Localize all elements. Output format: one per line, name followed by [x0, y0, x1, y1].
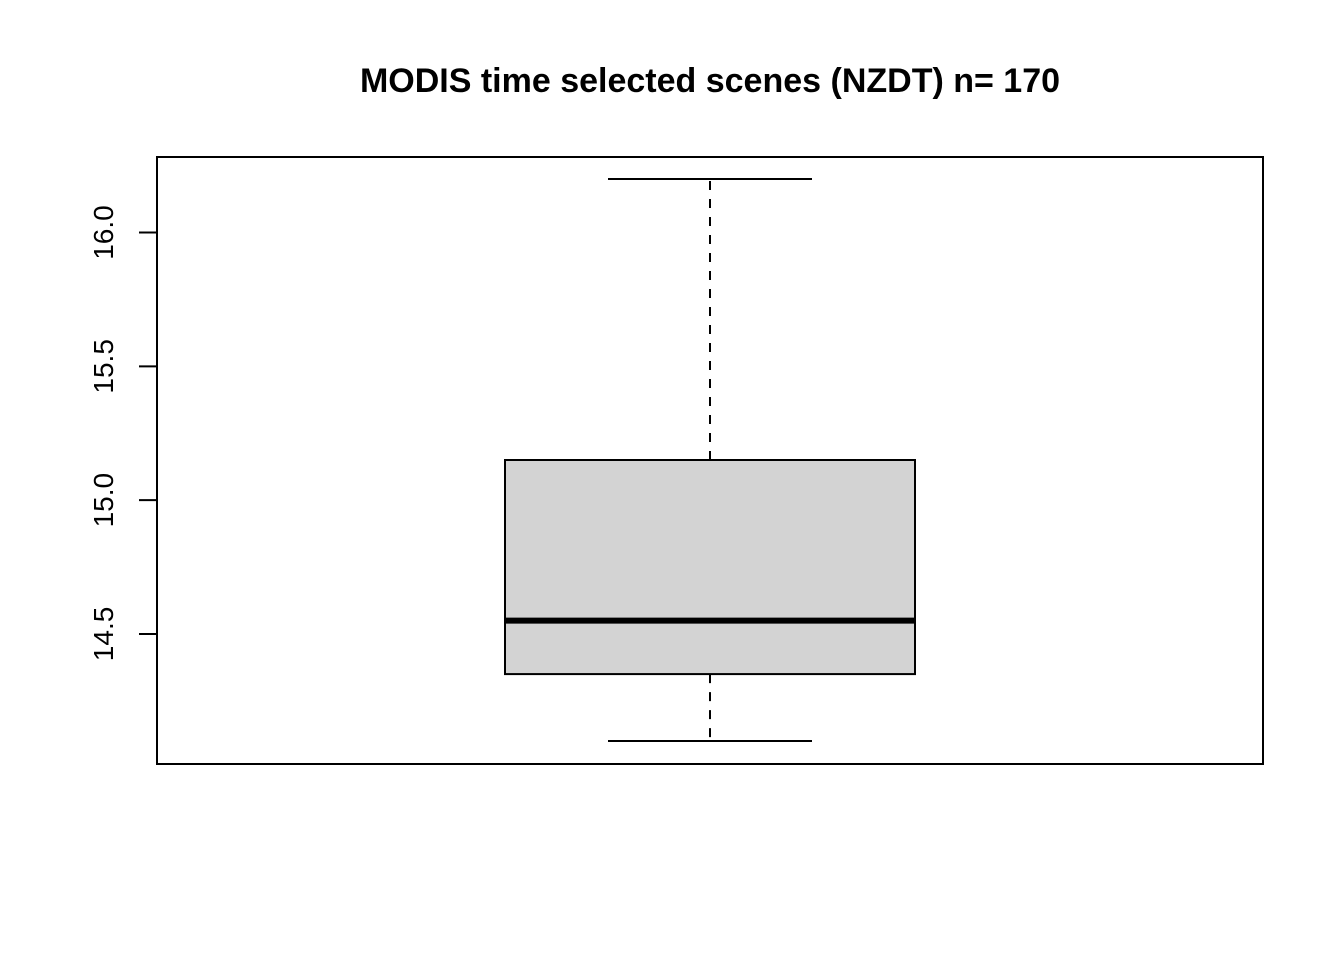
y-tick-label: 15.0 [88, 473, 119, 527]
y-tick-label: 15.5 [88, 339, 119, 394]
interquartile-box [504, 459, 916, 676]
y-tick-label: 16.0 [88, 205, 119, 260]
y-axis: 14.5 15.0 15.5 16.0 [88, 205, 158, 662]
box-plot [504, 178, 916, 742]
chart-title: MODIS time selected scenes (NZDT) n= 170 [360, 62, 1060, 100]
y-tick-label: 14.5 [88, 607, 119, 662]
